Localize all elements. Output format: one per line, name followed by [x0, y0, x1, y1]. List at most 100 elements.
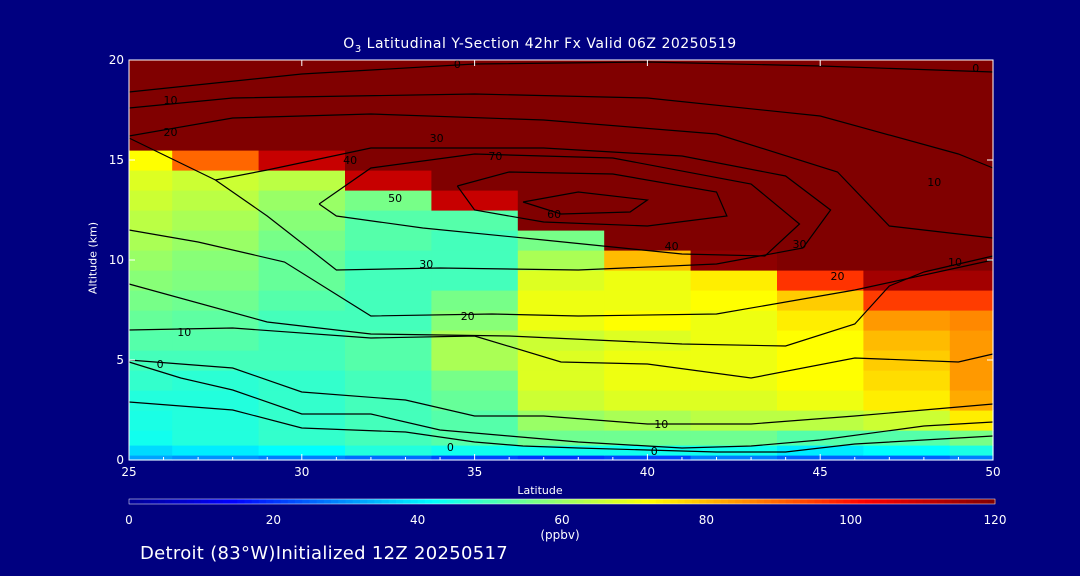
- heatmap-cell: [690, 130, 778, 151]
- colorbar-segment: [518, 499, 527, 504]
- heatmap-cell: [431, 330, 519, 351]
- heatmap-cell: [949, 190, 994, 211]
- heatmap-cell: [431, 350, 519, 371]
- heatmap-cell: [604, 410, 692, 431]
- colorbar-segment: [677, 499, 686, 504]
- heatmap-cell: [690, 80, 778, 111]
- contour-label: 20: [830, 270, 844, 283]
- colorbar-segment: [699, 499, 707, 504]
- heatmap-cell: [129, 170, 173, 191]
- heatmap-cell: [129, 290, 173, 311]
- colorbar-segment: [547, 499, 556, 504]
- heatmap-cell: [863, 230, 951, 251]
- colorbar-segment: [684, 499, 693, 504]
- heatmap-cell: [604, 230, 692, 251]
- heatmap-cell: [949, 310, 994, 331]
- heatmap-cell: [431, 270, 519, 291]
- x-tick-label: 25: [121, 465, 136, 479]
- heatmap-cell: [517, 230, 605, 251]
- colorbar-segment: [951, 499, 960, 504]
- colorbar-segment: [258, 499, 267, 504]
- colorbar-segment: [836, 499, 845, 504]
- contour-label: 10: [177, 326, 191, 339]
- heatmap-cell: [517, 370, 605, 391]
- colorbar-segment: [619, 499, 628, 504]
- contour-line-60: [522, 191, 650, 215]
- contour-line-10: [128, 327, 994, 379]
- heatmap-cell: [431, 390, 519, 411]
- heatmap-cell: [863, 310, 951, 331]
- colorbar-segment: [302, 499, 311, 504]
- colorbar-segment: [843, 499, 852, 504]
- heatmap-cell: [517, 310, 605, 331]
- heatmap-cell: [949, 250, 994, 271]
- colorbar-segment: [612, 499, 621, 504]
- heatmap-cell: [863, 455, 951, 461]
- x-tick-label: 30: [294, 465, 309, 479]
- colorbar-segment: [749, 499, 758, 504]
- heatmap-cell: [949, 445, 994, 456]
- contour-line-10: [128, 359, 994, 425]
- heatmap-cell: [517, 270, 605, 291]
- heatmap-cell: [172, 110, 260, 131]
- colorbar-segment: [648, 499, 657, 504]
- heatmap-cell: [777, 250, 864, 271]
- contour-label: 0: [972, 62, 979, 75]
- heatmap-cell: [129, 455, 173, 461]
- x-tick-label: 35: [467, 465, 482, 479]
- heatmap-cell: [431, 290, 519, 311]
- colorbar-segment: [294, 499, 303, 504]
- footer-location-init: Detroit (83°W)Initialized 12Z 20250517: [140, 543, 508, 564]
- colorbar-segment: [821, 499, 830, 504]
- colorbar-segment: [525, 499, 534, 504]
- colorbar-tick-label: 100: [839, 513, 862, 527]
- colorbar-segment: [727, 499, 736, 504]
- heatmap-cell: [129, 60, 173, 81]
- heatmap-cell: [863, 390, 951, 411]
- heatmap-cell: [517, 170, 605, 191]
- contour-label: 30: [430, 132, 444, 145]
- colorbar-segment: [634, 499, 642, 504]
- heatmap-cell: [604, 110, 692, 131]
- heatmap-cell: [258, 430, 346, 446]
- colorbar-segment: [908, 499, 917, 504]
- colorbar-segment: [735, 499, 744, 504]
- colorbar-segment: [800, 499, 808, 504]
- colorbar-segment: [453, 499, 462, 504]
- heatmap-cell: [345, 430, 432, 446]
- heatmap-cell: [863, 170, 951, 191]
- heatmap-cell: [431, 410, 519, 431]
- heatmap-cell: [863, 445, 951, 456]
- heatmap-cell: [690, 60, 778, 81]
- colorbar-segment: [663, 499, 671, 504]
- colorbar-segment: [930, 499, 938, 504]
- heatmap-cell: [345, 370, 432, 391]
- heatmap-cell: [172, 445, 260, 456]
- colorbar-segment: [417, 499, 426, 504]
- heatmap-cell: [258, 60, 346, 81]
- contour-label: 0: [447, 441, 454, 454]
- colorbar-segment: [944, 499, 953, 504]
- heatmap-cell: [345, 390, 432, 411]
- heatmap-cell: [690, 290, 778, 311]
- heatmap-cell: [690, 190, 778, 211]
- heatmap-cell: [431, 370, 519, 391]
- colorbar-segment: [367, 499, 375, 504]
- colorbar-segment: [590, 499, 599, 504]
- heatmap-cell: [258, 370, 346, 391]
- x-tick-label: 40: [640, 465, 655, 479]
- heatmap-cell: [517, 390, 605, 411]
- heatmap-cell: [172, 270, 260, 291]
- colorbar-segment: [756, 499, 765, 504]
- contour-label: 70: [488, 150, 502, 163]
- heatmap-cell: [517, 150, 605, 171]
- colorbar-segment: [287, 499, 296, 504]
- heatmap-cell: [863, 60, 951, 81]
- heatmap-cell: [129, 330, 173, 351]
- heatmap-cell: [690, 350, 778, 371]
- heatmap-cell: [517, 330, 605, 351]
- colorbar-tick-label: 80: [699, 513, 714, 527]
- heatmap-cell: [431, 310, 519, 331]
- heatmap-cell: [345, 110, 432, 131]
- colorbar-segment: [691, 499, 700, 504]
